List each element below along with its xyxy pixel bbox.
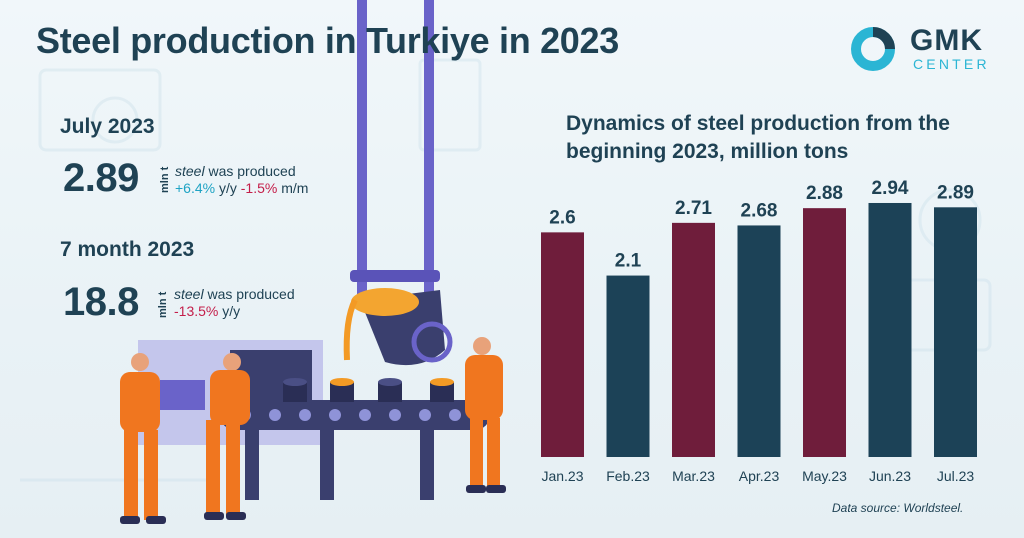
seven-yy-change: -13.5% — [174, 303, 219, 319]
production-bar-chart: 2.6 Jan.23 2.1 Feb.23 2.71 Mar.23 2.68 Apr.23 2.… — [541, 178, 977, 484]
logo-text-top: GMK — [910, 24, 983, 57]
chart-title: Dynamics of steel production from the be… — [566, 112, 950, 163]
seven-month-label: 7 month 2023 — [60, 238, 195, 261]
july-desc-italic: steel — [175, 163, 205, 179]
july-mm-suffix: m/m — [277, 180, 309, 196]
bar-May.23 — [803, 208, 846, 457]
july-mm-change: -1.5% — [240, 180, 278, 196]
value-label-Mar.23: 2.71 — [675, 198, 712, 219]
bar-Jan.23 — [541, 232, 584, 457]
seven-month-description: steel was produced -13.5% y/y — [174, 286, 295, 320]
category-label-Apr.23: Apr.23 — [739, 468, 780, 484]
category-label-Feb.23: Feb.23 — [606, 468, 650, 484]
logo-ring-icon — [851, 27, 895, 71]
bar-Mar.23 — [672, 222, 715, 457]
value-label-Jul.23: 2.89 — [937, 182, 974, 203]
value-label-Feb.23: 2.1 — [615, 251, 642, 272]
data-source: Data source: Worldsteel. — [832, 501, 964, 515]
category-label-Jun.23: Jun.23 — [869, 468, 911, 484]
july-desc-rest: was produced — [204, 163, 296, 179]
logo-text-bottom: CENTER — [913, 56, 990, 72]
seven-desc-rest: was produced — [203, 286, 295, 302]
category-label-Mar.23: Mar.23 — [672, 468, 715, 484]
value-label-May.23: 2.88 — [806, 183, 843, 204]
category-label-May.23: May.23 — [802, 468, 847, 484]
category-label-Jan.23: Jan.23 — [541, 468, 583, 484]
bar-Apr.23 — [737, 225, 781, 457]
bar-Jun.23 — [868, 202, 912, 457]
july-yy-suffix: y/y — [215, 180, 241, 196]
july-value: 2.89 — [63, 156, 139, 200]
value-label-Jun.23: 2.94 — [872, 178, 909, 199]
value-label-Jan.23: 2.6 — [549, 207, 575, 228]
value-label-Apr.23: 2.68 — [741, 200, 778, 221]
bar-Jul.23 — [934, 207, 977, 457]
july-unit: mln t — [159, 166, 171, 193]
seven-month-unit: mln t — [157, 291, 169, 318]
page-title: Steel production in Turkiye in 2023 — [36, 20, 619, 61]
july-description: steel was produced +6.4% y/y -1.5% m/m — [175, 163, 308, 197]
seven-month-value: 18.8 — [63, 280, 139, 324]
july-yy-change: +6.4% — [175, 180, 216, 196]
july-label: July 2023 — [60, 115, 155, 138]
seven-yy-suffix: y/y — [218, 303, 241, 319]
category-label-Jul.23: Jul.23 — [937, 468, 975, 484]
seven-desc-italic: steel — [174, 286, 204, 302]
gmk-center-logo: GMK CENTER — [850, 24, 1000, 72]
bar-Feb.23 — [606, 275, 650, 457]
